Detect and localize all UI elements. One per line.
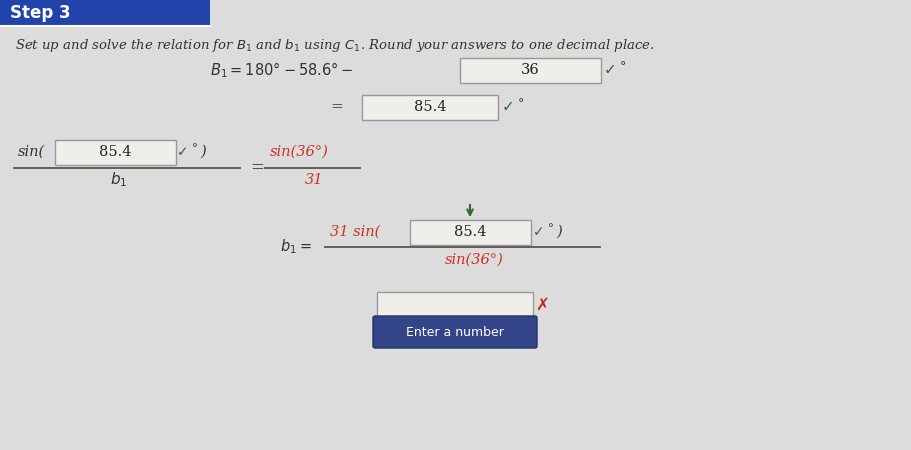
Text: 36: 36 (520, 63, 539, 77)
Text: ): ) (200, 145, 206, 159)
Text: °: ° (517, 99, 524, 112)
Text: °: ° (192, 144, 198, 157)
Text: 31 sin(: 31 sin( (330, 225, 381, 239)
Text: sin(: sin( (18, 145, 46, 159)
FancyBboxPatch shape (55, 140, 176, 165)
Text: sin(36°): sin(36°) (445, 253, 504, 267)
FancyBboxPatch shape (0, 0, 210, 25)
Text: ✓: ✓ (533, 225, 545, 239)
Text: ✓: ✓ (177, 145, 189, 159)
Text: 85.4: 85.4 (98, 145, 131, 159)
Text: $b_1 =$: $b_1 =$ (280, 238, 312, 256)
Text: $b_1$: $b_1$ (110, 171, 128, 189)
Text: ✓: ✓ (604, 63, 617, 77)
FancyBboxPatch shape (377, 292, 533, 319)
FancyBboxPatch shape (410, 220, 530, 244)
FancyBboxPatch shape (362, 94, 498, 120)
Text: 85.4: 85.4 (454, 225, 486, 239)
Text: sin(36°): sin(36°) (270, 145, 329, 159)
Text: Step 3: Step 3 (10, 4, 71, 22)
Text: =: = (250, 159, 264, 176)
Text: 85.4: 85.4 (414, 100, 446, 114)
FancyBboxPatch shape (373, 316, 537, 348)
Text: °: ° (548, 224, 554, 237)
Text: $B_1 = 180° - 58.6° -$: $B_1 = 180° - 58.6° -$ (210, 60, 353, 80)
Text: 31: 31 (305, 173, 323, 187)
Text: ): ) (556, 225, 562, 239)
Text: ✗: ✗ (536, 296, 549, 314)
Text: Set up and solve the relation for $B_1$ and $b_1$ using $C_1$. Round your answer: Set up and solve the relation for $B_1$ … (15, 37, 654, 54)
Text: Enter a number: Enter a number (406, 325, 504, 338)
Text: ✓: ✓ (501, 99, 514, 114)
Text: °: ° (620, 62, 627, 75)
FancyBboxPatch shape (459, 58, 600, 82)
Text: =: = (330, 100, 343, 114)
